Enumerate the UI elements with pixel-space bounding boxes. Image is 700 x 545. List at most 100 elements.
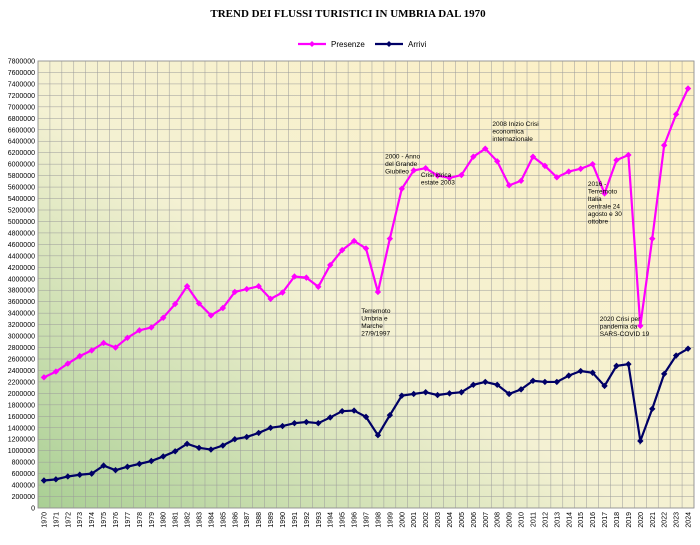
y-tick-label: 2000000 [8,391,35,398]
data-point-presenze [255,283,262,290]
data-point-arrivi [124,463,131,470]
data-point-arrivi [327,414,334,421]
data-point-arrivi [505,390,513,398]
x-tick-label: 1982 [185,512,192,528]
data-point-presenze [529,153,537,160]
x-tick-label: 2009 [507,512,514,528]
plot-area [37,60,695,509]
data-point-arrivi [171,448,179,455]
y-axis: 0 200000 400000 600000 800000 1000000 1200000 1… [8,59,35,513]
data-point-presenze [613,156,620,164]
data-point-presenze [637,322,644,329]
data-point-presenze [267,295,274,303]
data-point-presenze [649,235,656,242]
x-tick-label: 1976 [113,512,120,528]
y-tick-label: 6800000 [8,116,35,123]
data-point-presenze [458,171,465,179]
data-point-arrivi [315,419,322,427]
y-tick-label: 4000000 [8,276,35,283]
x-tick-label: 2021 [650,512,657,528]
data-point-presenze [171,300,179,308]
x-tick-label: 1978 [137,512,144,528]
data-point-arrivi [112,466,119,474]
y-tick-label: 1000000 [8,448,35,455]
annotation: 2000 - Anno del Grande Giubileo [385,153,420,175]
data-point-arrivi [410,390,417,398]
data-point-arrivi [589,369,596,376]
data-point-arrivi [303,418,310,426]
data-point-presenze [362,245,370,252]
data-point-presenze [195,300,203,307]
y-tick-label: 2600000 [8,357,35,364]
data-point-presenze [64,360,72,367]
y-tick-label: 400000 [12,483,35,490]
data-point-presenze [291,273,298,280]
y-tick-label: 5400000 [8,196,35,203]
data-point-presenze [422,164,429,172]
data-point-arrivi [267,424,274,431]
x-tick-label: 1984 [208,512,215,528]
data-point-presenze [494,158,501,165]
y-tick-label: 600000 [12,471,35,478]
data-point-arrivi [100,462,107,469]
data-point-arrivi [434,391,441,399]
data-point-presenze [541,162,549,170]
data-point-arrivi [362,413,370,421]
data-point-arrivi [660,370,668,378]
data-point-arrivi [553,378,561,386]
x-axis: 1970 1971 1972 1973 1974 1975 1976 1977 1978 1979… [41,512,692,528]
data-point-presenze [76,352,83,360]
y-tick-label: 3000000 [8,334,35,341]
x-tick-label: 2013 [554,512,561,528]
data-point-presenze [410,167,417,174]
data-point-presenze [243,285,250,293]
x-tick-label: 2019 [626,512,633,528]
data-point-arrivi [565,372,572,379]
x-tick-label: 2002 [423,512,430,528]
data-point-arrivi [398,392,405,399]
y-tick-label: 7600000 [8,70,35,77]
data-point-arrivi [207,446,215,453]
data-point-arrivi [148,457,155,465]
y-tick-label: 6000000 [8,162,35,169]
y-tick-label: 3200000 [8,322,35,329]
data-point-arrivi [291,419,298,427]
data-point-presenze [625,151,632,159]
y-tick-label: 2200000 [8,379,35,386]
y-tick-label: 4600000 [8,242,35,249]
data-point-arrivi [195,444,203,452]
x-tick-label: 1990 [280,512,287,528]
x-tick-label: 2017 [602,512,609,528]
data-point-arrivi [494,381,501,388]
data-point-arrivi [88,470,95,477]
y-tick-label: 2800000 [8,345,35,352]
data-point-presenze [386,235,394,242]
data-point-arrivi [625,360,632,368]
x-tick-label: 1992 [304,512,311,528]
y-tick-label: 1600000 [8,414,35,421]
x-tick-label: 1986 [232,512,239,528]
legend-marker [386,41,392,47]
data-point-presenze [148,324,155,331]
data-point-presenze [374,288,382,296]
x-tick-label: 2015 [578,512,585,528]
y-tick-label: 4800000 [8,230,35,237]
data-point-presenze [553,174,561,181]
x-tick-label: 2011 [530,512,537,527]
data-point-presenze [40,374,48,381]
data-point-presenze [660,142,668,149]
data-point-presenze [160,314,167,321]
annotation: Terremoto Umbria e Marche 27/9/1997 [361,308,391,338]
data-point-presenze [482,145,489,152]
data-point-arrivi [386,411,394,419]
data-point-presenze [589,160,596,168]
y-tick-label: 6200000 [8,150,35,157]
x-tick-label: 2008 [495,512,502,528]
legend-label: Presenze [331,40,365,49]
x-tick-label: 2006 [471,512,478,528]
data-point-presenze [124,334,131,341]
x-tick-label: 2005 [459,512,466,528]
x-tick-label: 1989 [268,512,275,528]
y-tick-label: 6600000 [8,127,35,134]
data-point-presenze [470,153,477,160]
